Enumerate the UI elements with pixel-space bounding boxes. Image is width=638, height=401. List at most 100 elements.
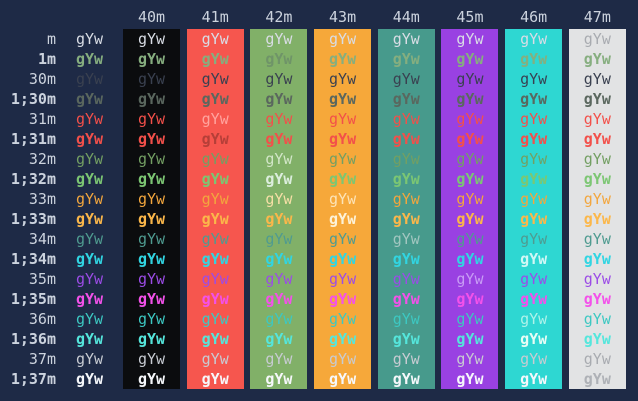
color-test-row: 32m gYw gYw gYw gYw gYw gYw gYw gYw gYw xyxy=(0,149,638,169)
bg-cell-m-47m: gYw xyxy=(568,29,626,49)
bg-cell-1-31m-46m: gYw xyxy=(505,129,563,149)
fg-sample: gYw xyxy=(75,270,104,288)
bg-cell-1-34m-46m: gYw xyxy=(505,249,563,269)
bg-cell-31m-46m: gYw xyxy=(505,109,563,129)
bg-cell-34m-40m: gYw xyxy=(123,229,180,249)
row-label-1m: 1m xyxy=(37,50,56,68)
bg-cell-35m-45m: gYw xyxy=(441,269,499,289)
bg-cell-30m-40m: gYw xyxy=(123,69,180,89)
color-test-row: 1;30m gYw gYw gYw gYw gYw gYw gYw gYw gYw xyxy=(0,89,638,109)
fg-sample: gYw xyxy=(75,290,104,308)
row-label-35m: 35m xyxy=(28,270,56,288)
bg-cell-37m-41m: gYw xyxy=(186,349,244,369)
bg-cell-36m-43m: gYw xyxy=(314,309,372,329)
color-test-row: 1;37m gYw gYw gYw gYw gYw gYw gYw gYw gYw xyxy=(0,369,638,389)
bg-cell-1-34m-41m: gYw xyxy=(186,249,244,269)
bg-cell-30m-43m: gYw xyxy=(314,69,372,89)
color-test-row: 37m gYw gYw gYw gYw gYw gYw gYw gYw gYw xyxy=(0,349,638,369)
bg-cell-36m-42m: gYw xyxy=(250,309,308,329)
color-test-row: 1;31m gYw gYw gYw gYw gYw gYw gYw gYw gYw xyxy=(0,129,638,149)
bg-cell-1m-43m: gYw xyxy=(314,49,372,69)
header-label-40m: 40m xyxy=(137,8,166,26)
bg-cell-1m-45m: gYw xyxy=(441,49,499,69)
bg-cell-35m-44m: gYw xyxy=(377,269,435,289)
bg-cell-1-33m-44m: gYw xyxy=(377,209,435,229)
row-label-m: m xyxy=(46,30,56,48)
fg-sample: gYw xyxy=(75,310,104,328)
bg-cell-37m-47m: gYw xyxy=(568,349,626,369)
bg-cell-33m-47m: gYw xyxy=(568,189,626,209)
bg-cell-36m-44m: gYw xyxy=(377,309,435,329)
bg-cell-31m-42m: gYw xyxy=(250,109,308,129)
bg-cell-34m-43m: gYw xyxy=(314,229,372,249)
row-label-1-37m: 1;37m xyxy=(10,370,56,388)
bg-cell-31m-47m: gYw xyxy=(568,109,626,129)
fg-sample: gYw xyxy=(75,110,104,128)
bg-cell-35m-46m: gYw xyxy=(505,269,563,289)
bg-cell-1-32m-40m: gYw xyxy=(123,169,180,189)
bg-cell-1-36m-44m: gYw xyxy=(377,329,435,349)
bg-cell-30m-41m: gYw xyxy=(186,69,244,89)
bg-cell-1-35m-47m: gYw xyxy=(568,289,626,309)
row-label-34m: 34m xyxy=(28,230,56,248)
fg-sample: gYw xyxy=(75,370,104,388)
color-test-row: 1;36m gYw gYw gYw gYw gYw gYw gYw gYw gYw xyxy=(0,329,638,349)
bg-cell-1-33m-46m: gYw xyxy=(505,209,563,229)
bg-cell-1-36m-45m: gYw xyxy=(441,329,499,349)
header-label-45m: 45m xyxy=(456,8,484,26)
bg-cell-1-32m-43m: gYw xyxy=(314,169,372,189)
bg-cell-32m-43m: gYw xyxy=(314,149,372,169)
fg-sample: gYw xyxy=(75,330,104,348)
bg-cell-1-36m-41m: gYw xyxy=(186,329,244,349)
fg-sample: gYw xyxy=(75,210,104,228)
row-label-33m: 33m xyxy=(28,190,56,208)
fg-sample: gYw xyxy=(75,170,104,188)
bg-cell-1-34m-44m: gYw xyxy=(377,249,435,269)
color-test-row: 34m gYw gYw gYw gYw gYw gYw gYw gYw gYw xyxy=(0,229,638,249)
row-label-37m: 37m xyxy=(28,350,56,368)
color-test-row: 35m gYw gYw gYw gYw gYw gYw gYw gYw gYw xyxy=(0,269,638,289)
bg-cell-30m-46m: gYw xyxy=(505,69,563,89)
bg-cell-1-33m-42m: gYw xyxy=(250,209,308,229)
row-label-1-33m: 1;33m xyxy=(10,210,56,228)
bg-cell-32m-44m: gYw xyxy=(377,149,435,169)
bg-cell-1-35m-42m: gYw xyxy=(250,289,308,309)
bg-cell-30m-47m: gYw xyxy=(568,69,626,89)
bg-cell-1m-41m: gYw xyxy=(186,49,244,69)
fg-sample: gYw xyxy=(75,230,104,248)
bg-cell-31m-45m: gYw xyxy=(441,109,499,129)
bg-cell-33m-42m: gYw xyxy=(250,189,308,209)
bg-cell-1-37m-47m: gYw xyxy=(568,369,626,389)
fg-sample: gYw xyxy=(75,150,104,168)
bg-cell-35m-43m: gYw xyxy=(314,269,372,289)
bg-cell-33m-44m: gYw xyxy=(377,189,435,209)
bg-cell-1-32m-42m: gYw xyxy=(250,169,308,189)
bg-cell-1-30m-44m: gYw xyxy=(377,89,435,109)
bg-cell-1-35m-45m: gYw xyxy=(441,289,499,309)
bg-cell-35m-42m: gYw xyxy=(250,269,308,289)
bg-cell-1-36m-43m: gYw xyxy=(314,329,372,349)
bg-cell-31m-44m: gYw xyxy=(377,109,435,129)
bg-cell-m-44m: gYw xyxy=(377,29,435,49)
color-test-row: 1;33m gYw gYw gYw gYw gYw gYw gYw gYw gYw xyxy=(0,209,638,229)
header-label-44m: 44m xyxy=(392,8,420,26)
bg-cell-33m-46m: gYw xyxy=(505,189,563,209)
row-label-1-34m: 1;34m xyxy=(10,250,56,268)
bg-cell-30m-42m: gYw xyxy=(250,69,308,89)
bg-cell-30m-45m: gYw xyxy=(441,69,499,89)
bg-cell-1-34m-43m: gYw xyxy=(314,249,372,269)
bg-cell-32m-47m: gYw xyxy=(568,149,626,169)
bg-cell-1-31m-42m: gYw xyxy=(250,129,308,149)
bg-cell-34m-44m: gYw xyxy=(377,229,435,249)
bg-cell-34m-41m: gYw xyxy=(186,229,244,249)
row-label-1-30m: 1;30m xyxy=(10,90,56,108)
row-label-1-31m: 1;31m xyxy=(10,130,56,148)
fg-sample: gYw xyxy=(75,350,104,368)
bg-cell-1-32m-44m: gYw xyxy=(377,169,435,189)
bg-cell-1-33m-43m: gYw xyxy=(314,209,372,229)
bg-cell-1-36m-47m: gYw xyxy=(568,329,626,349)
bg-cell-1-33m-41m: gYw xyxy=(186,209,244,229)
bg-cell-37m-44m: gYw xyxy=(377,349,435,369)
row-label-30m: 30m xyxy=(28,70,56,88)
